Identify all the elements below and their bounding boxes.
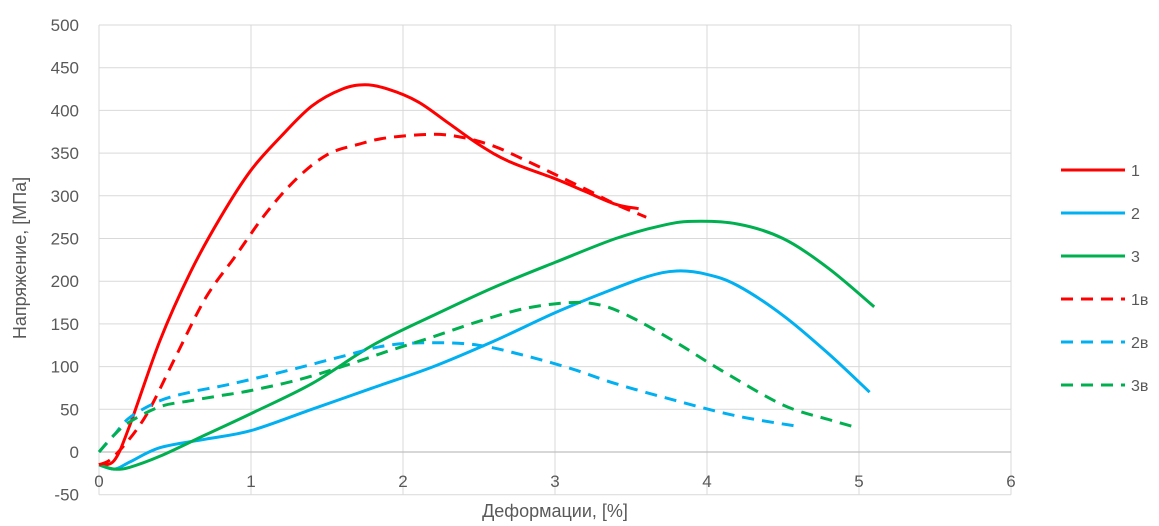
x-tick-label: 2 bbox=[398, 472, 407, 491]
legend-label-3: 3 bbox=[1131, 249, 1140, 266]
series-line-1 bbox=[98, 83, 639, 467]
y-tick-label: 400 bbox=[51, 101, 79, 120]
x-tick-label: 4 bbox=[702, 472, 711, 491]
legend-label-5: 2в bbox=[1131, 335, 1148, 352]
x-axis-ticks: 0 1 2 3 4 5 6 bbox=[94, 472, 1015, 491]
y-axis-title: Напряжение, [МПа] bbox=[10, 177, 30, 339]
y-axis-ticks: -50 0 50 100 150 200 250 300 350 400 450 500 bbox=[51, 16, 79, 505]
series-line-2 bbox=[98, 269, 871, 471]
series-lines bbox=[97, 83, 876, 471]
y-tick-label: 350 bbox=[51, 144, 79, 163]
legend-label-6: 3в bbox=[1131, 378, 1148, 395]
y-tick-label: 500 bbox=[51, 16, 79, 35]
series-line-6 bbox=[97, 300, 860, 453]
x-axis-title: Деформации, [%] bbox=[482, 501, 628, 521]
x-tick-label: 6 bbox=[1006, 472, 1015, 491]
legend-label-2: 2 bbox=[1131, 206, 1140, 223]
series-line-3 bbox=[98, 219, 876, 471]
grid bbox=[98, 24, 1012, 496]
y-tick-label: -50 bbox=[54, 486, 79, 505]
y-tick-label: 50 bbox=[60, 400, 79, 419]
y-tick-label: 300 bbox=[51, 187, 79, 206]
legend-label-4: 1в bbox=[1131, 292, 1148, 309]
y-tick-label: 150 bbox=[51, 315, 79, 334]
y-tick-label: 200 bbox=[51, 272, 79, 291]
series-line-4 bbox=[98, 132, 647, 467]
x-tick-label: 1 bbox=[246, 472, 255, 491]
legend-label-1: 1 bbox=[1131, 163, 1140, 180]
x-tick-label: 5 bbox=[854, 472, 863, 491]
y-tick-label: 450 bbox=[51, 59, 79, 78]
y-tick-label: 250 bbox=[51, 230, 79, 249]
y-tick-label: 100 bbox=[51, 358, 79, 377]
x-tick-label: 3 bbox=[550, 472, 559, 491]
x-tick-label: 0 bbox=[94, 472, 103, 491]
legend: 1 2 3 1в 2в 3в bbox=[1061, 163, 1148, 395]
y-tick-label: 0 bbox=[70, 443, 79, 462]
